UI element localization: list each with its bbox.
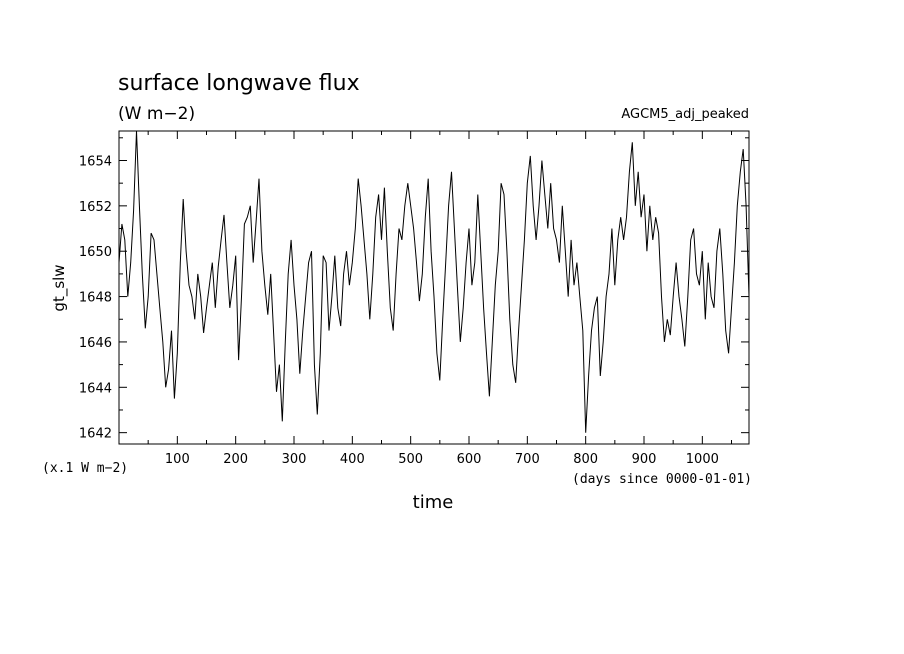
y-tick-label: 1648 — [79, 291, 112, 306]
series-line — [118, 130, 750, 433]
plot-area: 100 200 300 400 500 600 700 800 900 1000 1642 1644… — [79, 130, 750, 467]
x-tick-label: 700 — [515, 452, 540, 467]
x-tick-label: 300 — [282, 452, 307, 467]
x-axis-ticks: 100 200 300 400 500 600 700 800 900 1000 — [147, 131, 732, 467]
y-tick-label: 1642 — [79, 427, 112, 442]
x-tick-label: 600 — [457, 452, 482, 467]
x-tick-label: 400 — [340, 452, 365, 467]
y-tick-label: 1646 — [79, 336, 112, 351]
y-tick-label: 1650 — [79, 245, 112, 260]
y-tick-label: 1644 — [79, 381, 112, 396]
x-tick-label: 200 — [223, 452, 248, 467]
x-tick-label: 900 — [632, 452, 657, 467]
chart-title: surface longwave flux — [118, 71, 360, 96]
y-tick-label: 1654 — [79, 154, 112, 169]
x-unit-note: (days since 0000-01-01) — [572, 472, 752, 487]
x-tick-label: 500 — [398, 452, 423, 467]
chart-units: (W m−2) — [118, 104, 195, 124]
x-tick-label: 1000 — [686, 452, 719, 467]
y-tick-label: 1652 — [79, 200, 112, 215]
run-label: AGCM5_adj_peaked — [621, 107, 749, 122]
x-tick-label: 100 — [165, 452, 190, 467]
x-axis-label: time — [413, 492, 454, 513]
y-axis-ticks: 1642 1644 1646 1648 1650 1652 1654 — [79, 137, 749, 442]
y-axis-label: gt_slw — [50, 264, 69, 311]
x-tick-label: 800 — [573, 452, 598, 467]
y-scale-note: (x.1 W m−2) — [42, 461, 128, 476]
